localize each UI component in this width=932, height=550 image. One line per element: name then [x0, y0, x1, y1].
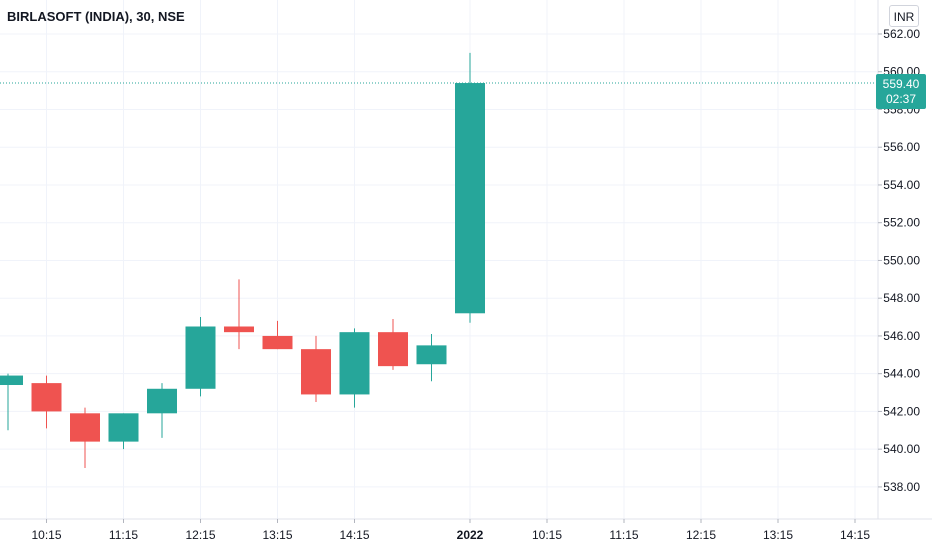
- candle-down[interactable]: [70, 407, 100, 469]
- candle-body: [378, 332, 408, 367]
- x-tick-label: 13:15: [763, 528, 793, 542]
- bar-countdown: 02:37: [885, 91, 917, 106]
- y-tick-label: 542.00: [883, 404, 920, 418]
- candle-body: [301, 349, 331, 395]
- candle-up[interactable]: [185, 317, 216, 397]
- candle-body: [70, 413, 100, 442]
- candle-body: [339, 332, 370, 395]
- y-tick-label: 562.00: [883, 27, 920, 41]
- symbol-title: BIRLASOFT (INDIA), 30, NSE: [7, 9, 185, 24]
- candle-body: [0, 375, 23, 386]
- y-tick-label: 538.00: [883, 480, 920, 494]
- candle-body: [416, 345, 447, 365]
- candle-body: [224, 326, 254, 333]
- y-tick-label: 550.00: [883, 253, 920, 267]
- last-price-tag: 559.40 02:37: [876, 74, 926, 109]
- x-tick-label: 12:15: [185, 528, 215, 542]
- price-axis[interactable]: 538.00 540.00 542.00 544.00 546.00 548.00 550.…: [878, 27, 920, 494]
- x-tick-label: 10:15: [31, 528, 61, 542]
- x-tick-label: 11:15: [109, 528, 138, 542]
- x-tick-label: 14:15: [840, 528, 870, 542]
- candle-down[interactable]: [301, 335, 331, 402]
- candle-down[interactable]: [224, 279, 254, 350]
- candle-body: [455, 83, 485, 314]
- y-tick-label: 546.00: [883, 329, 920, 343]
- candle-up[interactable]: [147, 383, 177, 438]
- x-tick-label: 10:15: [532, 528, 562, 542]
- y-tick-label: 544.00: [883, 367, 920, 381]
- candle-body: [262, 335, 293, 350]
- candle-up[interactable]: [0, 373, 23, 431]
- candles[interactable]: [0, 52, 485, 469]
- y-tick-label: 540.00: [883, 442, 920, 456]
- x-tick-label: 13:15: [262, 528, 292, 542]
- last-price-value: 559.40: [882, 76, 920, 91]
- x-tick-label: 12:15: [686, 528, 716, 542]
- candle-up[interactable]: [416, 334, 447, 382]
- candle-body: [31, 383, 62, 412]
- candle-up[interactable]: [108, 413, 139, 450]
- y-tick-label: 554.00: [883, 178, 920, 192]
- candle-body: [147, 388, 177, 414]
- candle-up[interactable]: [455, 52, 485, 323]
- y-tick-label: 556.00: [883, 140, 920, 154]
- currency-button[interactable]: INR: [889, 5, 919, 27]
- y-tick-label: 548.00: [883, 291, 920, 305]
- x-tick-label: 2022: [457, 528, 484, 542]
- candle-up[interactable]: [339, 328, 370, 408]
- candle-down[interactable]: [262, 320, 293, 350]
- candle-down[interactable]: [31, 375, 62, 429]
- x-tick-label: 11:15: [609, 528, 638, 542]
- candle-body: [185, 326, 216, 389]
- candle-down[interactable]: [378, 318, 408, 370]
- candle-body: [108, 413, 139, 442]
- time-axis[interactable]: 10:15 11:15 12:15 13:15 14:15 2022 10:15 11:15 1…: [31, 519, 870, 542]
- x-tick-label: 14:15: [339, 528, 369, 542]
- y-tick-label: 552.00: [883, 216, 920, 230]
- chart-grid: [0, 0, 878, 519]
